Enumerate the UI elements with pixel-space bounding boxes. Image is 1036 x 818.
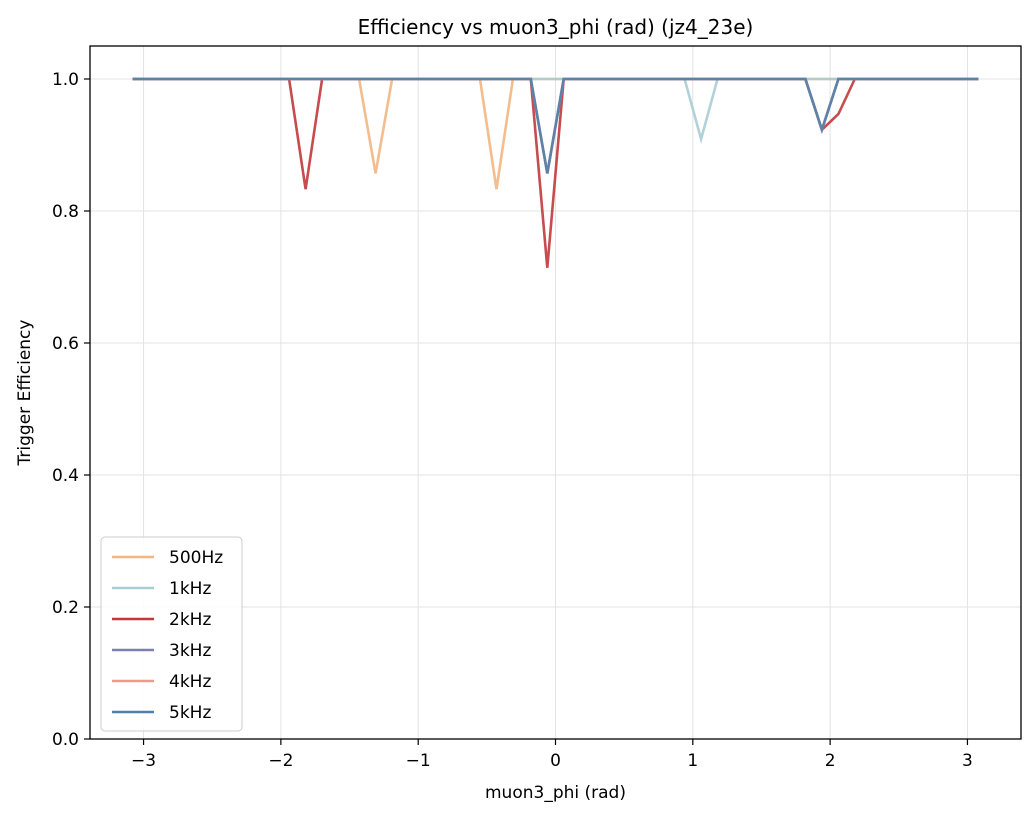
legend-label: 2kHz	[169, 610, 211, 630]
legend-box	[100, 536, 243, 732]
legend-label: 1kHz	[169, 579, 211, 599]
x-tick-label: 1	[687, 751, 698, 771]
y-axis-label: Trigger Efficiency	[15, 320, 35, 467]
x-tick-label: 3	[962, 751, 973, 771]
y-tick-label: 1.0	[52, 70, 79, 90]
y-tick-label: 0.0	[52, 730, 79, 750]
legend: 500Hz 1kHz 2kHz 3kHz 4kHz 5kHz	[100, 536, 243, 732]
x-axis-label: muon3_phi (rad)	[485, 783, 626, 803]
series-lines	[132, 77, 979, 268]
legend-label: 3kHz	[169, 641, 211, 661]
legend-label: 4kHz	[169, 672, 211, 692]
x-tick-label: −3	[131, 751, 156, 771]
y-tick-label: 0.4	[52, 466, 79, 486]
y-tick-label: 0.2	[52, 598, 79, 618]
axis-ticks: −3 −2 −1 0 1 2 3 0.0 0.2 0.4 0.6 0.8 1.0	[52, 70, 973, 771]
x-tick-label: −1	[406, 751, 431, 771]
y-tick-label: 0.8	[52, 202, 79, 222]
chart-title: Efficiency vs muon3_phi (rad) (jz4_23e)	[358, 15, 754, 39]
x-tick-label: 0	[550, 751, 561, 771]
legend-label: 500Hz	[169, 548, 223, 568]
x-tick-label: −2	[268, 751, 293, 771]
series-line-5khz	[132, 77, 979, 174]
x-tick-label: 2	[825, 751, 836, 771]
series-line-2khz	[132, 77, 979, 268]
legend-label: 5kHz	[169, 703, 211, 723]
y-tick-label: 0.6	[52, 334, 79, 354]
